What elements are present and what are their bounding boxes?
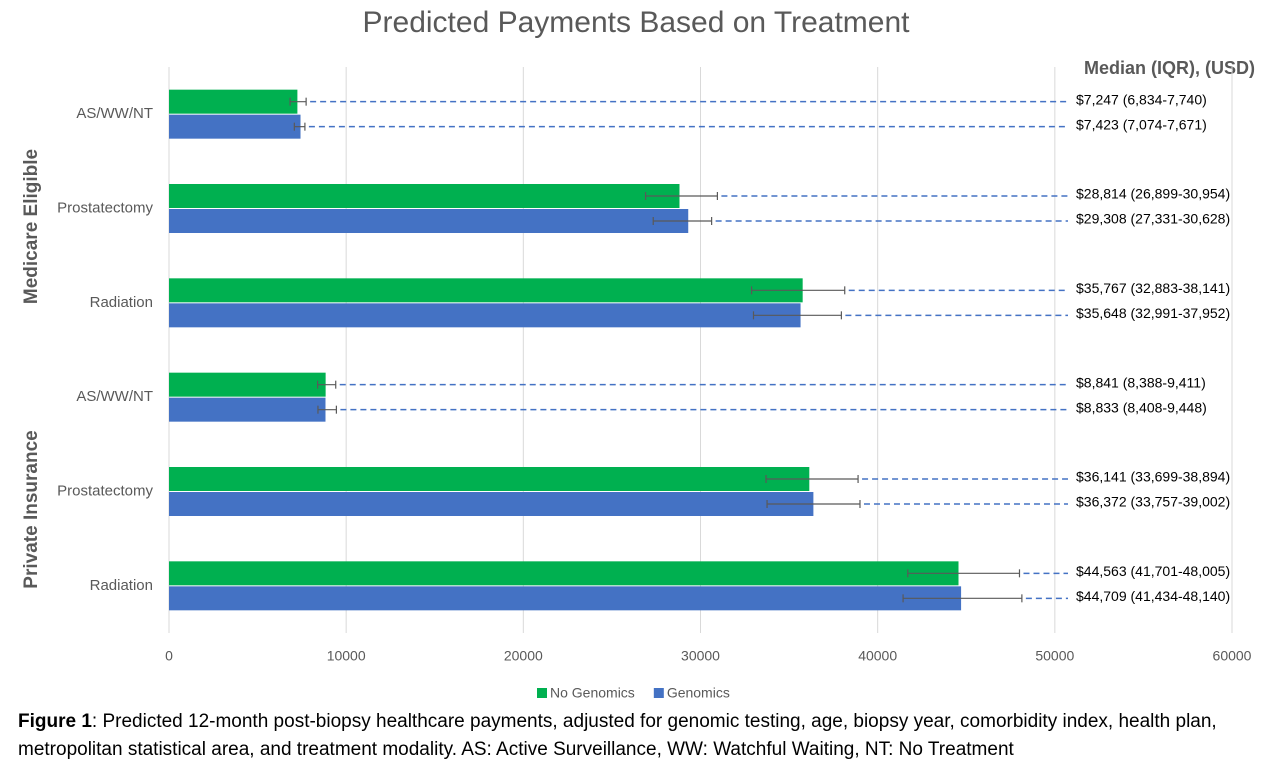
legend-swatch (653, 688, 664, 698)
bar (169, 492, 814, 516)
bar (169, 586, 962, 611)
annotation: Median (IQR), (USD) (1084, 58, 1255, 78)
bar (169, 397, 326, 422)
chart: Predicted Payments Based on Treatment Me… (21, 6, 1255, 701)
x-tick-label: 30000 (681, 648, 720, 664)
value-label: $44,563 (41,701-48,005) (1076, 563, 1230, 579)
value-label: $36,141 (33,699-38,894) (1076, 469, 1230, 485)
caption-text: : Predicted 12-month post-biopsy healthc… (18, 711, 1217, 760)
caption: Figure 1: Predicted 12-month post-biopsy… (18, 708, 1276, 764)
value-label: $36,372 (33,757-39,002) (1076, 494, 1230, 510)
x-tick-label: 20000 (504, 648, 543, 664)
legend-label: No Genomics (550, 685, 635, 701)
x-tick-label: 10000 (327, 648, 366, 664)
bar (169, 89, 298, 114)
value-label: $8,833 (8,408-9,448) (1076, 399, 1207, 415)
bar (169, 467, 810, 491)
y-tick-label: Prostatectomy (57, 482, 153, 499)
y-tick-label: AS/WW/NT (76, 105, 153, 122)
bar (169, 372, 326, 397)
y-tick-label: Prostatectomy (57, 199, 153, 216)
value-label: $44,709 (41,434-48,140) (1076, 588, 1230, 604)
bar (169, 278, 803, 303)
caption-label: Figure 1 (18, 711, 92, 732)
bar (169, 303, 801, 328)
x-tick-label: 60000 (1213, 648, 1252, 664)
legend-label: Genomics (667, 685, 730, 701)
y-tick-label: Radiation (90, 294, 153, 311)
legend-swatch (537, 688, 547, 698)
bar (169, 209, 689, 233)
value-label: $7,247 (6,834-7,740) (1076, 91, 1207, 107)
y-tick-label: AS/WW/NT (76, 388, 153, 405)
value-label: $35,648 (32,991-37,952) (1076, 305, 1230, 321)
group-label: Medicare Eligible (21, 149, 42, 304)
value-label: $35,767 (32,883-38,141) (1076, 280, 1230, 296)
value-label: $8,841 (8,388-9,411) (1076, 374, 1206, 390)
group-label: Private Insurance (21, 430, 42, 588)
value-label: $28,814 (26,899-30,954) (1076, 186, 1230, 202)
chart-title: Predicted Payments Based on Treatment (363, 6, 911, 39)
value-label: $7,423 (7,074-7,671) (1076, 116, 1207, 132)
bar (169, 114, 301, 139)
value-label: $29,308 (27,331-30,628) (1076, 211, 1230, 227)
y-tick-label: Radiation (90, 577, 153, 594)
bar (169, 184, 680, 208)
x-tick-label: 0 (165, 648, 173, 664)
x-tick-label: 40000 (858, 648, 897, 664)
x-tick-label: 50000 (1035, 648, 1074, 664)
bar (169, 561, 959, 586)
